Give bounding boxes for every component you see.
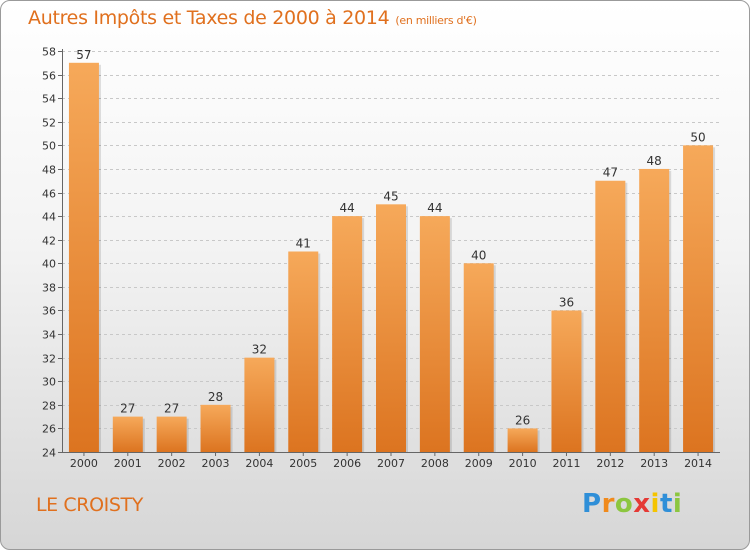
bar-value-label: 26 (515, 413, 530, 427)
x-tick-label: 2012 (596, 457, 624, 470)
bar-value-label: 28 (208, 390, 223, 404)
bar-value-label: 41 (296, 237, 311, 251)
chart-title: Autres Impôts et Taxes de 2000 à 2014 (en… (28, 7, 477, 29)
y-tick-label: 38 (42, 282, 56, 295)
bar-value-label: 27 (164, 402, 179, 416)
x-tick-label: 2002 (158, 457, 186, 470)
bar-value-label: 27 (120, 402, 135, 416)
logo-letter: r (601, 489, 615, 519)
bar-value-label: 50 (690, 130, 705, 144)
bar (639, 168, 670, 453)
x-tick-label: 2006 (333, 457, 361, 470)
bar (288, 251, 319, 452)
x-tick-label: 2004 (245, 457, 273, 470)
bar-value-label: 47 (603, 166, 618, 180)
y-tick-label: 28 (42, 400, 56, 413)
y-tick-label: 46 (42, 188, 56, 201)
logo-letter: P (582, 489, 602, 519)
y-tick-label: 32 (42, 353, 56, 366)
x-tick-label: 2014 (684, 457, 712, 470)
y-tick-label: 44 (42, 211, 56, 224)
bar (507, 428, 538, 452)
bar (68, 62, 99, 452)
y-tick-label: 34 (42, 329, 56, 342)
x-tick-label: 2005 (289, 457, 317, 470)
y-tick-label: 42 (42, 235, 56, 248)
bar (551, 310, 582, 452)
logo-letter: i (672, 489, 683, 519)
bar (419, 216, 450, 452)
bar (156, 416, 187, 452)
bar (595, 180, 626, 452)
x-tick-label: 2013 (640, 457, 668, 470)
y-tick-label: 36 (42, 305, 56, 318)
x-tick-label: 2007 (377, 457, 405, 470)
bar-value-label: 36 (559, 295, 574, 309)
x-tick-label: 2008 (421, 457, 449, 470)
y-tick-label: 52 (42, 117, 56, 130)
bar-value-label: 40 (471, 248, 486, 262)
x-tick-label: 2000 (70, 457, 98, 470)
y-tick-label: 50 (42, 140, 56, 153)
proxiti-logo: Proxiti (582, 489, 682, 519)
bar-value-label: 57 (76, 48, 91, 62)
logo-letter: o (614, 489, 634, 519)
axes: 24 26 28 30 32 34 36 38 40 42 44 46 48 50 52 54 56 58 2000… (42, 46, 720, 470)
bar-value-label: 44 (427, 201, 442, 215)
x-tick-label: 2003 (202, 457, 230, 470)
commune-name: LE CROISTY (36, 494, 143, 516)
y-tick-label: 54 (42, 93, 56, 106)
bar-value-label: 44 (339, 201, 354, 215)
logo-letter: t (659, 489, 673, 519)
y-tick-label: 26 (42, 423, 56, 436)
bar (683, 145, 714, 452)
bar (332, 216, 363, 452)
x-tick-label: 2010 (509, 457, 537, 470)
bars: 57 27 27 28 32 41 44 45 44 40 26 36 47 48 50 (68, 48, 716, 453)
y-tick-label: 40 (42, 258, 56, 271)
y-tick-label: 56 (42, 70, 56, 83)
x-tick-label: 2011 (552, 457, 580, 470)
logo-letter: i (650, 489, 660, 519)
bar (200, 404, 231, 452)
bar (376, 204, 406, 452)
bar-value-label: 48 (647, 154, 662, 168)
bar (244, 357, 275, 452)
bar (463, 263, 494, 452)
logo-letter: x (633, 489, 651, 519)
chart-unit-label: (en milliers d'€) (395, 14, 477, 27)
y-tick-label: 58 (42, 46, 56, 59)
bar-value-label: 32 (252, 343, 267, 357)
y-tick-label: 24 (42, 447, 56, 460)
y-tick-label: 30 (42, 376, 56, 389)
x-tick-label: 2001 (114, 457, 142, 470)
y-tick-label: 48 (42, 164, 56, 177)
x-tick-label: 2009 (465, 457, 493, 470)
bar (112, 416, 143, 452)
bar-value-label: 45 (383, 189, 398, 203)
chart-title-text: Autres Impôts et Taxes de 2000 à 2014 (28, 7, 390, 29)
